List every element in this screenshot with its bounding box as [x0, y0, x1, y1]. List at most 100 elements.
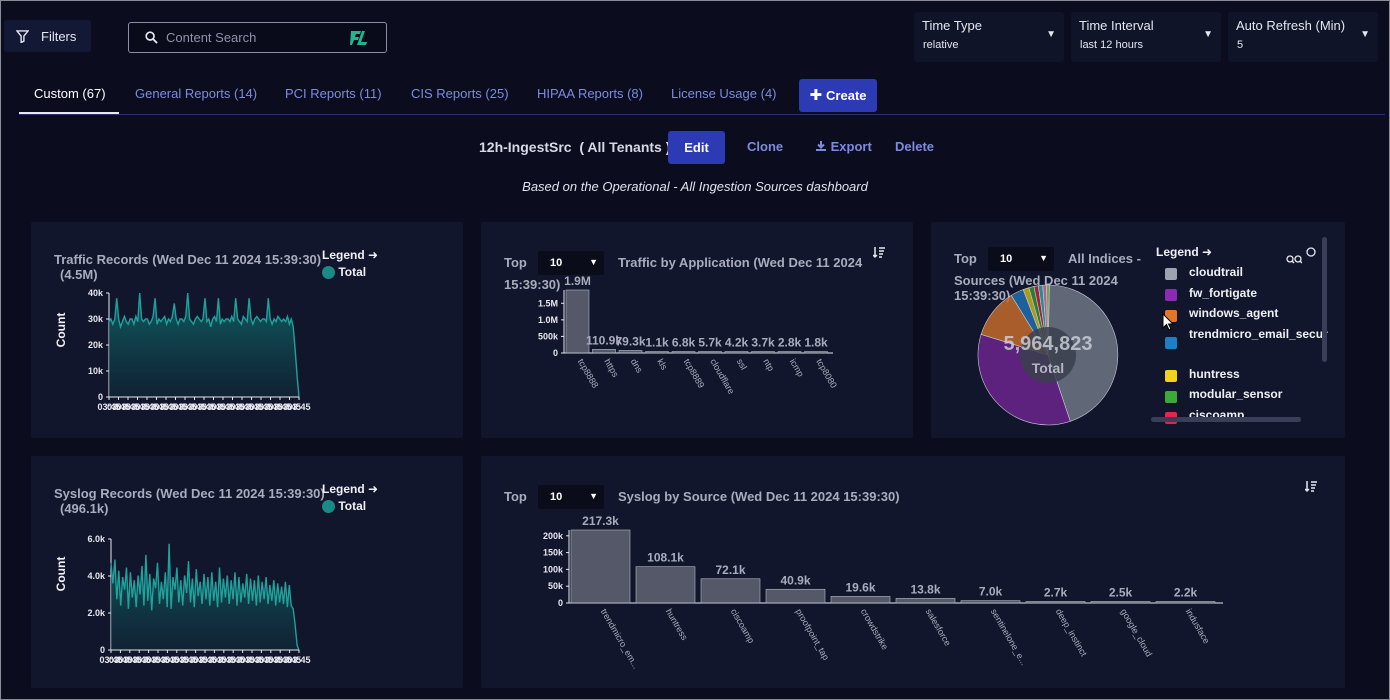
y-tick-label: 10k — [88, 366, 104, 376]
y-tick-label: 4.0k — [87, 571, 106, 581]
bar — [830, 596, 891, 604]
tab-license-usage[interactable]: License Usage (4) — [671, 86, 777, 101]
chevron-down-icon: ▼ — [1360, 29, 1370, 40]
legend-toggle[interactable]: Legend ➜ — [322, 248, 378, 262]
x-category-label: ssl — [735, 357, 749, 372]
legend-label: Total — [338, 499, 367, 513]
top-n-value: 10 — [550, 257, 563, 269]
legend-item[interactable]: cloudtrail — [1189, 265, 1244, 279]
filter-icon — [16, 29, 29, 43]
x-tick-label: 03:45 — [128, 655, 151, 665]
top-n-select[interactable]: 10 ▼ — [538, 485, 604, 509]
bar-value-label: 3.7k — [751, 336, 775, 350]
x-axis-ticks: 03:4503:4503:4503:4503:4503:4503:4503:45… — [97, 396, 311, 412]
create-button[interactable]: ✚ Create — [799, 79, 877, 112]
legend-item-total[interactable]: Total — [322, 499, 367, 514]
panel-total: (4.5M) — [60, 267, 98, 282]
filters-button[interactable]: Filters — [4, 20, 91, 52]
x-category-label: google_cloud — [1119, 607, 1154, 658]
legend-item[interactable]: huntress — [1189, 367, 1240, 381]
x-tick-label: 03:45 — [145, 402, 168, 412]
x-tick-label: 03:45 — [203, 655, 226, 665]
clone-link[interactable]: Clone — [747, 139, 784, 154]
legend-toggle[interactable]: Legend ➜ — [322, 482, 378, 496]
y-axis-label: Count — [54, 313, 68, 348]
panel-title-line2: Sources (Wed Dec 11 2024 — [954, 273, 1118, 288]
zoom-icons[interactable] — [1286, 255, 1302, 266]
bar-value-label: 108.1k — [647, 551, 684, 565]
x-category-label: icmp — [788, 357, 806, 378]
bar — [700, 578, 761, 604]
x-tick-label: 03:45 — [269, 655, 292, 665]
content-search-input[interactable]: Content Search — [128, 22, 387, 53]
edit-button[interactable]: Edit — [668, 131, 725, 164]
chevron-down-icon: ▼ — [589, 257, 598, 267]
sort-icon[interactable] — [873, 246, 885, 259]
x-tick-label: 03:45 — [278, 655, 301, 665]
legend-item[interactable]: modular_sensor — [1189, 387, 1283, 401]
bar-value-label: 1.1k — [645, 336, 669, 350]
legend-toggle[interactable]: Legend ➜ — [1156, 245, 1212, 259]
export-link[interactable]: Export — [815, 139, 872, 154]
bar-value-label: 217.3k — [582, 514, 619, 528]
syslog-by-source-panel: Top 10 ▼ Syslog by Source (Wed Dec 11 20… — [481, 456, 1345, 688]
tab-general-reports[interactable]: General Reports (14) — [135, 86, 258, 101]
bar — [1025, 601, 1086, 604]
bar-value-label: 4.2k — [725, 336, 749, 350]
horizontal-scrollbar[interactable] — [1151, 417, 1301, 422]
bar-value-label: 40.9k — [780, 573, 810, 587]
bar-value-label: 5.7k — [698, 336, 722, 350]
bar — [724, 351, 749, 354]
sort-icon[interactable] — [1305, 480, 1317, 493]
chevron-down-icon: ▼ — [1046, 29, 1056, 40]
tab-custom[interactable]: Custom (67) — [34, 86, 106, 101]
legend-swatch — [322, 266, 335, 280]
circle-toggle-icon[interactable] — [1306, 247, 1316, 257]
x-category-label: tcp8888 — [576, 357, 601, 390]
bar-value-label: 2.5k — [1109, 586, 1133, 600]
syslog-records-panel: Syslog Records (Wed Dec 11 2024 15:39:30… — [31, 456, 463, 688]
active-tab-indicator — [19, 112, 119, 114]
tab-hipaa-reports[interactable]: HIPAA Reports (8) — [537, 86, 643, 101]
auto-refresh-dropdown[interactable]: Auto Refresh (Min) 5 ▼ — [1228, 12, 1378, 62]
tab-cis-reports[interactable]: CIS Reports (25) — [411, 86, 509, 101]
pie-total-label: Total — [1032, 360, 1064, 376]
bar — [698, 351, 722, 354]
x-tick-label: 03:45 — [222, 655, 245, 665]
legend-item[interactable]: fw_fortigate — [1189, 286, 1258, 300]
y-tick-label: 150k — [543, 548, 564, 558]
legend-item[interactable]: trendmicro_email_secur — [1189, 327, 1328, 341]
x-category-label: ciscoamp — [729, 607, 757, 645]
search-icon — [145, 31, 158, 44]
top-label: Top — [504, 255, 527, 270]
top-n-select[interactable]: 10 ▼ — [988, 247, 1054, 271]
top-n-select[interactable]: 10 ▼ — [538, 251, 604, 275]
report-title: 12h-IngestSrc ( All Tenants ) — [479, 139, 671, 155]
arrow-right-circle-icon: ➜ — [1202, 245, 1213, 259]
tab-pci-reports[interactable]: PCI Reports (11) — [285, 86, 382, 101]
top-label: Top — [954, 251, 977, 266]
x-category-label: salesforce — [924, 607, 953, 648]
area-series — [110, 543, 300, 651]
delete-link[interactable]: Delete — [895, 139, 935, 154]
time-interval-dropdown[interactable]: Time Interval last 12 hours ▼ — [1071, 12, 1221, 62]
legend-swatch — [322, 500, 335, 514]
chevron-down-icon: ▼ — [1203, 29, 1213, 40]
panel-title: Syslog by Source (Wed Dec 11 2024 15:39:… — [618, 489, 900, 504]
bar — [671, 351, 696, 354]
traffic-by-app-panel: Top 10 ▼ Traffic by Application (Wed Dec… — [481, 222, 913, 438]
legend-item[interactable]: windows_agent — [1189, 306, 1279, 320]
time-type-dropdown[interactable]: Time Type relative ▼ — [914, 12, 1064, 62]
panel-title-line3: 15:39:30) — [954, 288, 1011, 303]
vertical-scrollbar[interactable] — [1322, 237, 1327, 362]
x-tick-label: 03:45 — [192, 402, 215, 412]
bar — [1155, 601, 1216, 604]
x-tick-label: 03:45 — [231, 655, 254, 665]
legend-item-total[interactable]: Total — [322, 265, 366, 280]
bar-value-label: 7.0k — [979, 585, 1003, 599]
bar — [570, 529, 631, 604]
report-tabs: Custom (67) General Reports (14) PCI Rep… — [19, 80, 1385, 115]
time-interval-value: last 12 hours — [1080, 39, 1143, 51]
panel-title: Traffic Records (Wed Dec 11 2024 15:39:3… — [54, 252, 322, 267]
x-category-label: indusface — [1184, 607, 1212, 645]
